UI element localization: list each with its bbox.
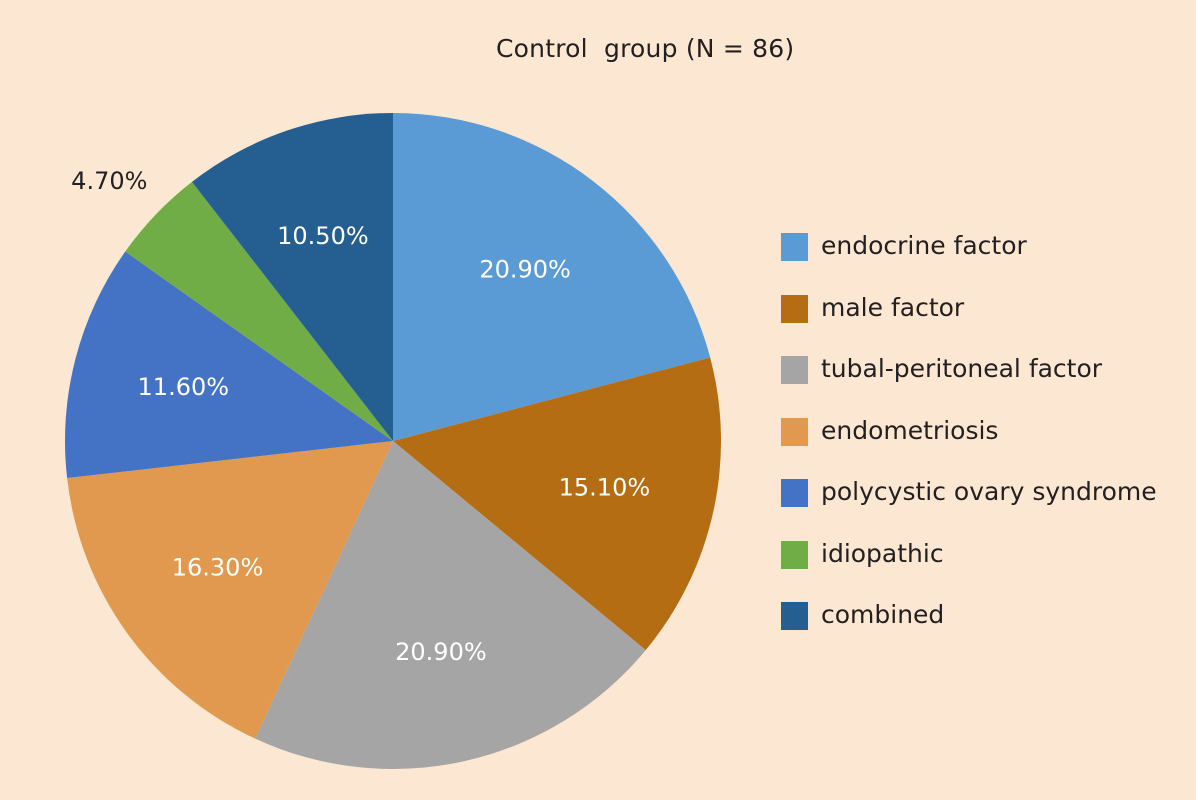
pie-slice-tubal-peritoneal-factor (255, 441, 646, 769)
pie-slices (65, 112, 722, 769)
pie-slice-endocrine-factor (393, 112, 711, 441)
legend-swatch (781, 233, 808, 261)
legend-label: endocrine factor (821, 231, 1027, 260)
legend-swatch (781, 356, 808, 384)
data-label-idiopathic: 4.70% (71, 167, 147, 195)
data-label-polycystic-ovary-syndrome: 11.60% (138, 373, 230, 401)
pie-slice-idiopathic (125, 181, 394, 441)
pie-slice-polycystic-ovary-syndrome (65, 251, 394, 479)
legend-swatch (781, 479, 808, 507)
pie-slice-male-factor (393, 357, 722, 651)
legend-swatch (781, 417, 808, 446)
pie-slice-combined (191, 113, 393, 441)
data-label-endocrine-factor: 20.90% (479, 256, 571, 284)
data-label-combined: 10.50% (277, 222, 369, 250)
data-label-tubal-peritoneal-factor: 20.90% (395, 638, 487, 666)
legend-label: tubal-peritoneal factor (821, 354, 1103, 383)
chart-title: Control group (N = 86) (496, 34, 795, 63)
legend-label: idiopathic (821, 538, 944, 568)
legend-swatch (781, 294, 808, 323)
pie-slice-endometriosis (67, 441, 393, 739)
legend-label: male factor (821, 292, 965, 322)
data-label-endometriosis: 16.30% (172, 554, 264, 582)
legend-swatch (781, 602, 808, 630)
legend-label: endometriosis (821, 415, 999, 445)
data-label-male-factor: 15.10% (559, 474, 651, 502)
legend-label: combined (821, 600, 945, 629)
legend-swatch (781, 540, 808, 569)
pie-data-labels: 20.90% 15.10% 20.90% 16.30% 11.60% 4.70% 10.50… (71, 167, 650, 666)
legend-label: polycystic ovary syndrome (821, 477, 1157, 506)
